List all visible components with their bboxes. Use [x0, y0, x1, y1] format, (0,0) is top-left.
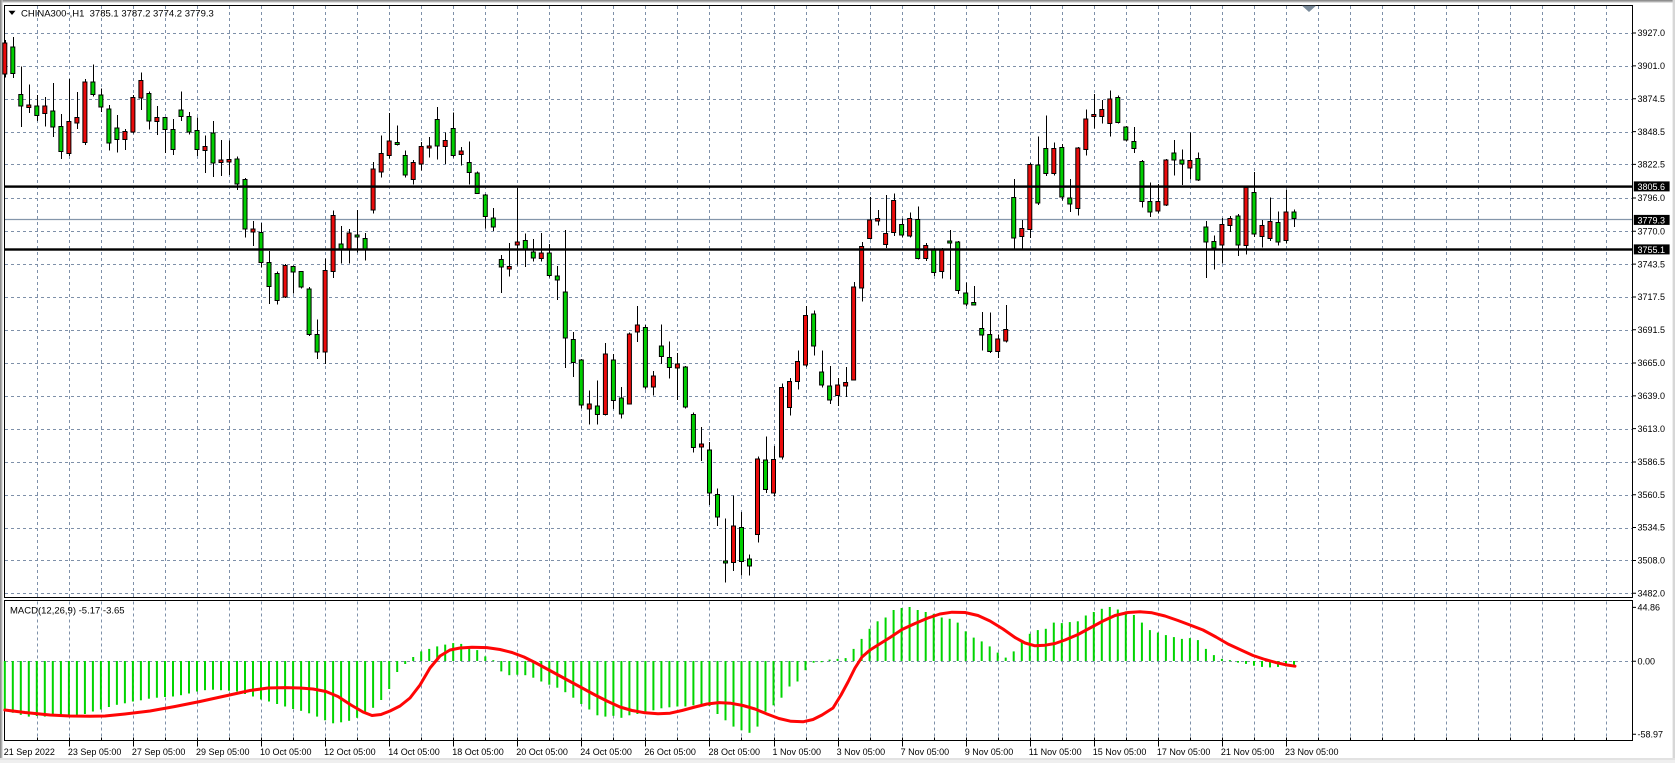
svg-text:3901.0: 3901.0	[1638, 61, 1666, 71]
svg-text:44.86: 44.86	[1638, 603, 1661, 613]
svg-text:3927.0: 3927.0	[1638, 28, 1666, 38]
svg-text:27 Sep 05:00: 27 Sep 05:00	[132, 747, 186, 757]
svg-text:3822.5: 3822.5	[1638, 160, 1666, 170]
svg-text:3560.5: 3560.5	[1638, 490, 1666, 500]
svg-text:3534.5: 3534.5	[1638, 523, 1666, 533]
svg-text:3805.6: 3805.6	[1638, 182, 1666, 192]
svg-text:0.00: 0.00	[1638, 657, 1656, 667]
svg-text:3755.1: 3755.1	[1638, 245, 1666, 255]
svg-text:9 Nov 05:00: 9 Nov 05:00	[965, 747, 1014, 757]
svg-text:23 Sep 05:00: 23 Sep 05:00	[68, 747, 122, 757]
svg-text:3613.0: 3613.0	[1638, 424, 1666, 434]
svg-text:12 Oct 05:00: 12 Oct 05:00	[324, 747, 376, 757]
svg-text:17 Nov 05:00: 17 Nov 05:00	[1157, 747, 1211, 757]
svg-text:3770.0: 3770.0	[1638, 226, 1666, 236]
svg-text:29 Sep 05:00: 29 Sep 05:00	[196, 747, 250, 757]
svg-text:15 Nov 05:00: 15 Nov 05:00	[1093, 747, 1147, 757]
svg-text:18 Oct 05:00: 18 Oct 05:00	[452, 747, 504, 757]
svg-text:3586.5: 3586.5	[1638, 457, 1666, 467]
svg-text:7 Nov 05:00: 7 Nov 05:00	[901, 747, 950, 757]
svg-text:3639.0: 3639.0	[1638, 391, 1666, 401]
svg-text:21 Sep 2022: 21 Sep 2022	[4, 747, 55, 757]
svg-text:26 Oct 05:00: 26 Oct 05:00	[644, 747, 696, 757]
svg-text:20 Oct 05:00: 20 Oct 05:00	[516, 747, 568, 757]
svg-text:3779.3: 3779.3	[1638, 215, 1666, 225]
svg-text:3796.0: 3796.0	[1638, 193, 1666, 203]
svg-text:3743.5: 3743.5	[1638, 259, 1666, 269]
svg-text:10 Oct 05:00: 10 Oct 05:00	[260, 747, 312, 757]
svg-text:3874.5: 3874.5	[1638, 94, 1666, 104]
svg-text:MACD(12,26,9) -5.17 -3.65: MACD(12,26,9) -5.17 -3.65	[10, 606, 125, 617]
svg-text:3665.0: 3665.0	[1638, 358, 1666, 368]
svg-text:3717.5: 3717.5	[1638, 292, 1666, 302]
svg-text:11 Nov 05:00: 11 Nov 05:00	[1029, 747, 1082, 757]
svg-text:21 Nov 05:00: 21 Nov 05:00	[1221, 747, 1275, 757]
svg-text:24 Oct 05:00: 24 Oct 05:00	[580, 747, 632, 757]
svg-text:CHINA300-,H1 3785.1 3787.2 37: CHINA300-,H1 3785.1 3787.2 3774.2 3779.3	[21, 9, 214, 20]
svg-text:3508.0: 3508.0	[1638, 556, 1666, 566]
svg-text:-58.97: -58.97	[1638, 730, 1664, 740]
svg-text:14 Oct 05:00: 14 Oct 05:00	[388, 747, 440, 757]
svg-text:3 Nov 05:00: 3 Nov 05:00	[837, 747, 886, 757]
svg-text:28 Oct 05:00: 28 Oct 05:00	[709, 747, 761, 757]
svg-text:3848.5: 3848.5	[1638, 127, 1666, 137]
svg-text:1 Nov 05:00: 1 Nov 05:00	[773, 747, 822, 757]
svg-text:3482.0: 3482.0	[1638, 589, 1666, 599]
svg-text:3691.5: 3691.5	[1638, 325, 1666, 335]
svg-text:23 Nov 05:00: 23 Nov 05:00	[1285, 747, 1339, 757]
